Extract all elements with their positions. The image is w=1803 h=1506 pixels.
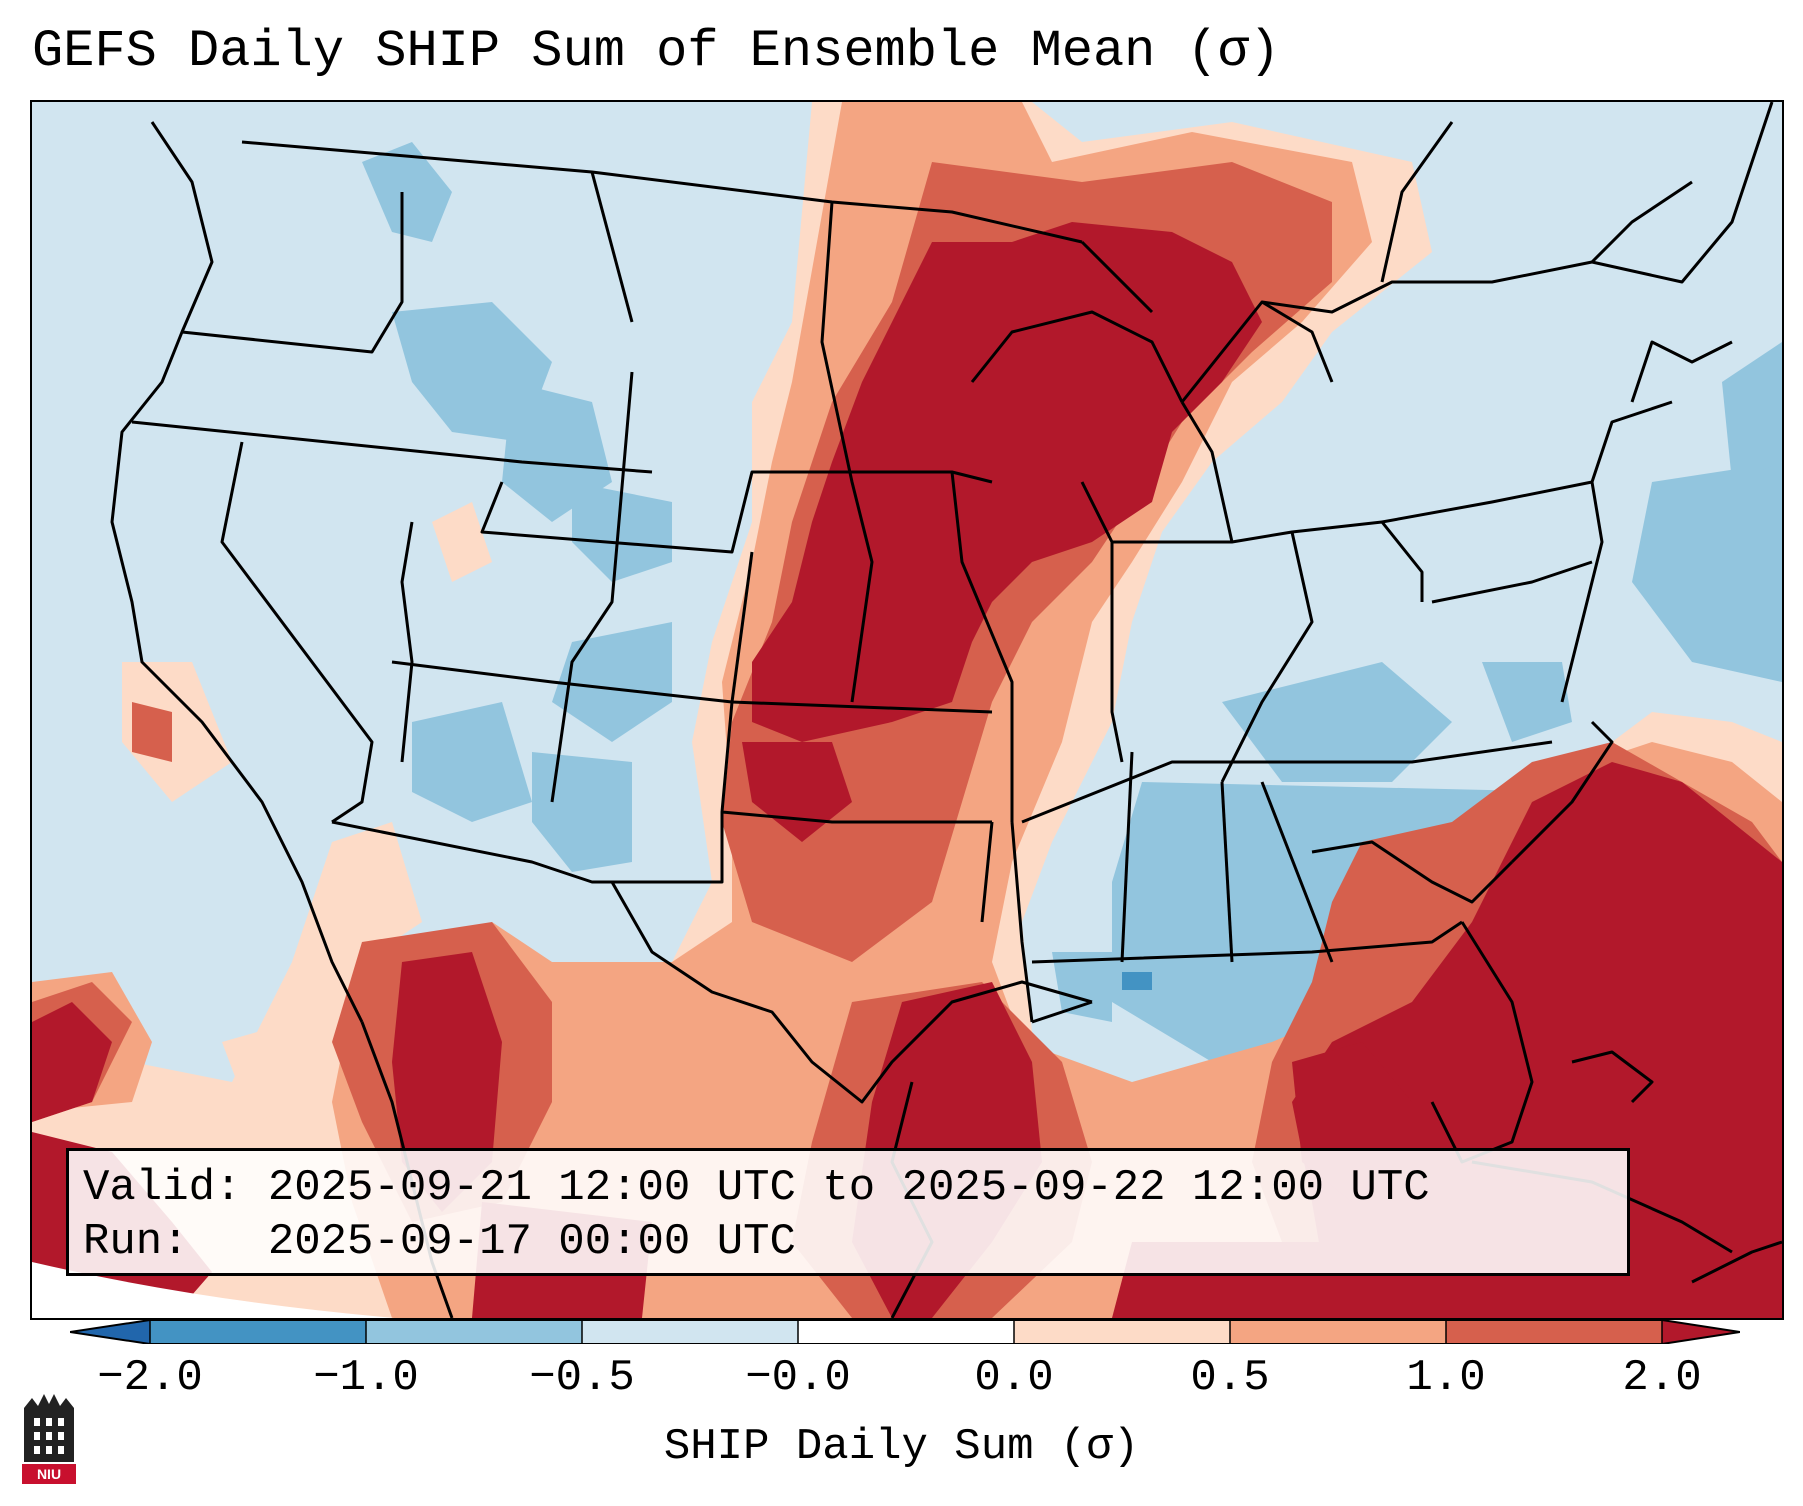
boundaries <box>110 102 1782 1318</box>
colorbar-label: SHIP Daily Sum (σ) <box>663 1422 1140 1472</box>
tick-label: 0.5 <box>1190 1353 1270 1403</box>
run-row: Run: 2025-09-17 00:00 UTC <box>83 1215 1613 1269</box>
valid-value: 2025-09-21 12:00 UTC to 2025-09-22 12:00… <box>267 1163 1430 1213</box>
valid-row: Valid: 2025-09-21 12:00 UTC to 2025-09-2… <box>83 1161 1613 1215</box>
tick-label: −0.0 <box>745 1353 851 1403</box>
colorbar-extend-low <box>70 1320 150 1344</box>
run-value: 2025-09-17 00:00 UTC <box>267 1217 796 1267</box>
domain-edge <box>32 1262 395 1318</box>
colorbar <box>70 1320 1740 1344</box>
colorbar-segment <box>798 1320 1015 1344</box>
colorbar-ticks: −2.0 −1.0 −0.5 −0.0 0.0 0.5 1.0 2.0 <box>0 1352 1803 1412</box>
niu-logo-icon: NIU <box>22 1394 76 1484</box>
map-canvas <box>32 102 1782 1318</box>
tick-label: 0.0 <box>974 1353 1054 1403</box>
colorbar-segment <box>150 1320 367 1344</box>
tick-label: −0.5 <box>529 1353 635 1403</box>
colorbar-segment <box>1014 1320 1231 1344</box>
tick-label: 1.0 <box>1406 1353 1486 1403</box>
run-label: Run: <box>83 1217 189 1267</box>
colorbar-segment <box>366 1320 583 1344</box>
tick-label: 2.0 <box>1622 1353 1702 1403</box>
valid-label: Valid: <box>83 1163 242 1213</box>
tick-label: −1.0 <box>313 1353 419 1403</box>
niu-logo-text: NIU <box>37 1466 61 1482</box>
colorbar-segment <box>1230 1320 1447 1344</box>
map-panel <box>30 100 1784 1320</box>
colorbar-extend-high <box>1662 1320 1740 1344</box>
tick-label: −2.0 <box>97 1353 203 1403</box>
colorbar-segment <box>1446 1320 1663 1344</box>
map-title: GEFS Daily SHIP Sum of Ensemble Mean (σ) <box>32 22 1281 81</box>
valid-run-info-box: Valid: 2025-09-21 12:00 UTC to 2025-09-2… <box>66 1148 1630 1276</box>
colorbar-segment <box>582 1320 799 1344</box>
